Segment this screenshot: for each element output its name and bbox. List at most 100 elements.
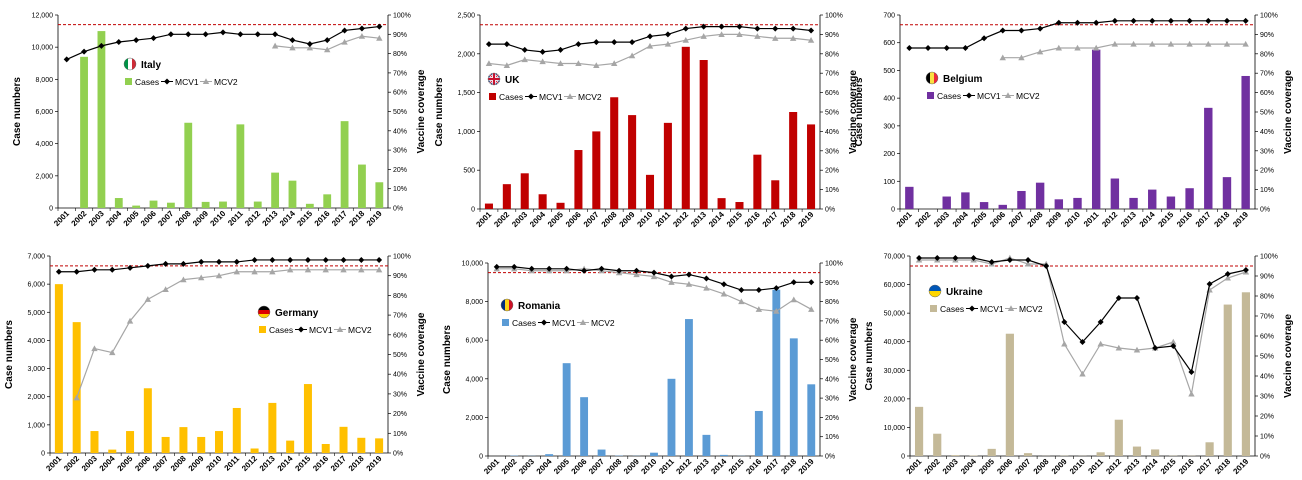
y2-tick-label: 30% — [393, 391, 407, 398]
y-tick-label: 2,500 — [457, 13, 475, 20]
mcv1-point — [773, 285, 780, 292]
x-tick-label: 2003 — [80, 454, 99, 473]
mcv2-point — [306, 44, 314, 51]
x-tick-label: 2007 — [156, 209, 175, 228]
y-axis-title: Case numbers — [4, 320, 15, 389]
y2-tick-label: 10% — [1260, 434, 1274, 441]
y2-tick-label: 0% — [393, 206, 403, 213]
y-axis-title: Case numbers — [854, 77, 865, 146]
mcv2-point — [738, 298, 745, 305]
y2-tick-label: 40% — [1260, 374, 1274, 381]
mcv2-point — [1111, 40, 1119, 47]
cases-bar — [520, 173, 529, 209]
cases-bar — [214, 431, 224, 453]
mcv1-point — [906, 44, 913, 51]
x-tick-label: 2003 — [510, 210, 529, 229]
mcv1-point — [1006, 257, 1013, 263]
y-tick-label: 4,000 — [35, 141, 53, 148]
legend-cases-label: Cases — [940, 304, 964, 314]
x-tick-label: 2015 — [727, 457, 746, 476]
mcv1-point — [511, 263, 518, 270]
mcv2-point — [289, 44, 296, 51]
x-tick-label: 2016 — [311, 454, 330, 473]
x-tick-label: 2010 — [204, 454, 223, 473]
mcv1-point — [546, 265, 553, 272]
mcv2-point — [575, 60, 582, 67]
y-tick-label: 0 — [41, 451, 45, 458]
y2-tick-label: 10% — [825, 187, 839, 194]
cases-bar — [339, 426, 348, 453]
y-tick-label: 4,000 — [27, 338, 45, 345]
mcv1-point — [1079, 339, 1086, 345]
cases-bar — [375, 182, 384, 208]
flag-stripe — [505, 299, 509, 311]
romania-flag-icon — [501, 299, 513, 311]
cases-bar — [580, 397, 589, 456]
mcv1-point — [133, 37, 140, 44]
y2-tick-label: 70% — [393, 70, 407, 77]
mcv1-point — [1152, 345, 1159, 351]
cases-bar — [201, 201, 210, 208]
mcv1-point — [970, 255, 977, 261]
flag-stripe — [258, 306, 270, 310]
flag-stripe — [258, 310, 270, 314]
x-tick-label: 2019 — [365, 454, 384, 473]
cases-bar — [951, 455, 960, 456]
y-tick-label: 200 — [883, 151, 895, 158]
mcv1-point — [952, 255, 959, 261]
mcv1-point — [1093, 19, 1100, 26]
mcv1-point — [539, 48, 546, 55]
mcv2-point — [1074, 44, 1081, 51]
mcv2-point — [233, 268, 240, 275]
mcv2-point — [1004, 92, 1012, 99]
mcv1-point — [1224, 271, 1231, 277]
x-tick-label: 2005 — [546, 210, 565, 229]
y2-tick-label: 80% — [393, 293, 407, 300]
mcv1-point — [720, 281, 727, 288]
y-tick-label: 6,000 — [465, 338, 483, 345]
cases-bar — [54, 284, 63, 453]
y2-tick-label: 50% — [393, 109, 407, 116]
y-tick-label: 2,000 — [35, 173, 53, 180]
y2-tick-label: 70% — [393, 313, 407, 320]
legend-cases-label: Cases — [499, 92, 523, 102]
x-tick-label: 2005 — [970, 210, 989, 229]
y2-tick-label: 0% — [825, 454, 835, 461]
x-tick-label: 2018 — [779, 457, 798, 476]
y-tick-label: 10,000 — [462, 261, 484, 268]
mcv1-point — [966, 92, 972, 99]
cases-bar — [236, 124, 245, 208]
legend-mcv1-label: MCV1 — [980, 304, 1004, 314]
cases-bar — [375, 438, 384, 453]
italy-flag-icon — [124, 58, 136, 70]
mcv1-point — [611, 39, 618, 46]
mcv2-point — [566, 93, 574, 100]
germany-flag-icon — [258, 306, 270, 318]
legend-mcv2-label: MCV2 — [1019, 304, 1043, 314]
cases-bar — [97, 31, 106, 209]
mcv1-point — [1130, 17, 1137, 24]
x-tick-label: 2011 — [657, 457, 676, 476]
cases-bar — [323, 194, 332, 208]
x-tick-label: 2017 — [329, 454, 348, 473]
cases-bar — [1091, 49, 1101, 210]
mcv1-point — [1037, 25, 1044, 32]
mcv1-point — [1043, 263, 1050, 269]
mcv1-point — [736, 23, 743, 30]
mcv2-point — [215, 272, 223, 279]
legend-cases-swatch — [489, 93, 496, 100]
x-tick-label: 2001 — [474, 210, 493, 229]
y2-tick-label: 0% — [825, 207, 835, 214]
y-tick-label: 70,000 — [884, 254, 906, 261]
x-tick-label: 2005 — [977, 457, 996, 476]
y2-tick-label: 0% — [393, 451, 403, 458]
mcv1-point — [324, 37, 331, 44]
y2-tick-label: 80% — [825, 299, 839, 306]
y2-tick-label: 40% — [393, 372, 407, 379]
mcv1-point — [981, 35, 988, 42]
mcv2-point — [789, 35, 797, 41]
mcv2-point — [1115, 344, 1123, 351]
mcv1-point — [358, 25, 365, 32]
mcv1-point — [98, 42, 105, 49]
y2-tick-label: 20% — [1260, 168, 1274, 175]
